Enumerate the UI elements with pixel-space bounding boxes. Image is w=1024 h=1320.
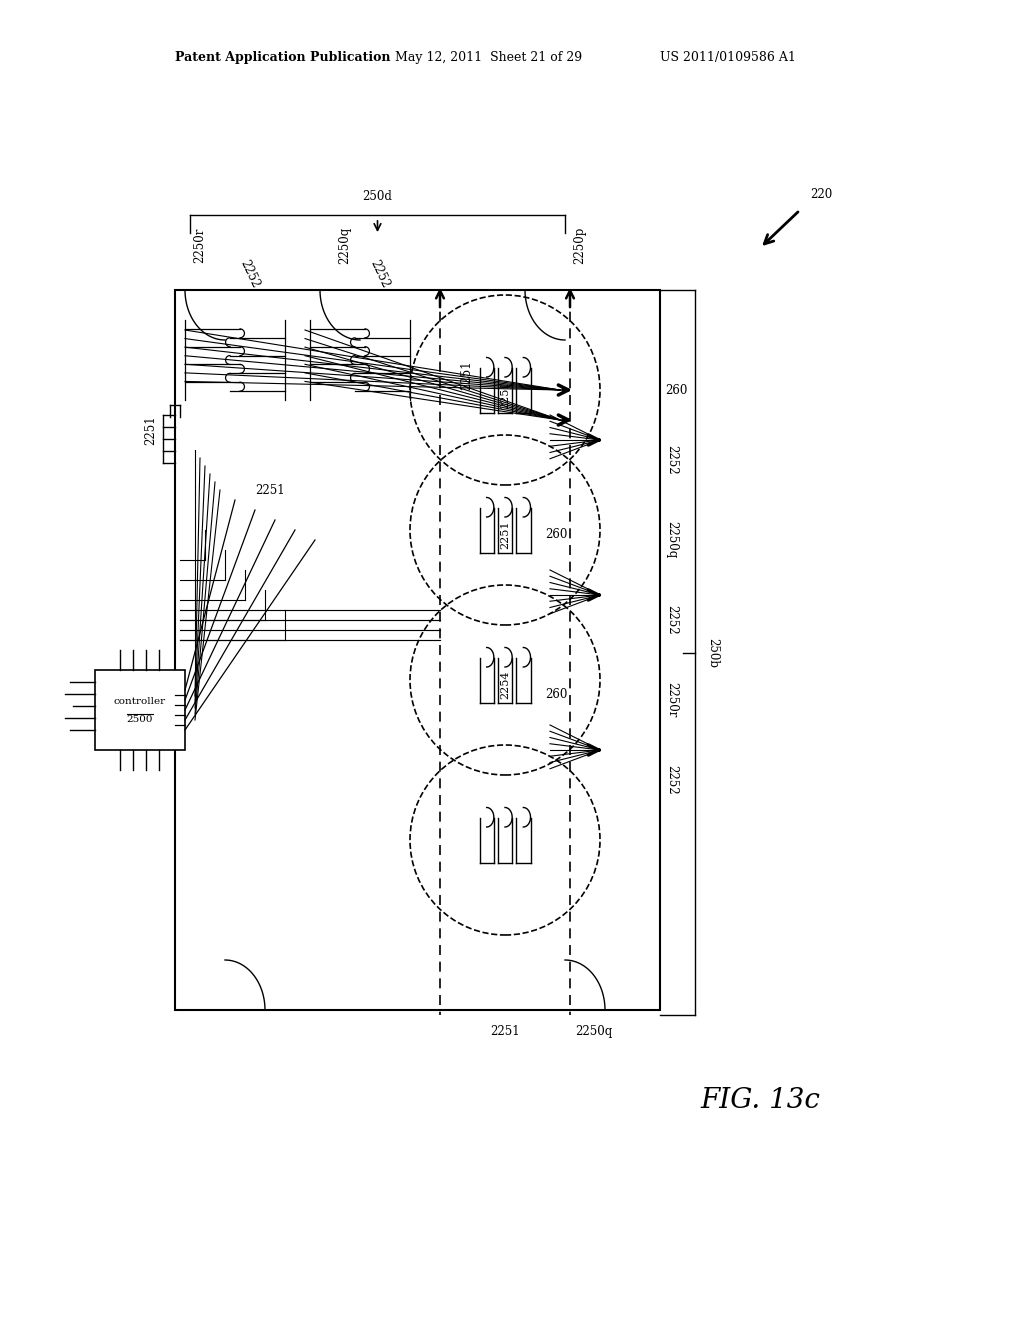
Text: 2250q: 2250q [665,521,678,558]
Text: 2254: 2254 [500,671,510,700]
Text: 2250r: 2250r [665,682,678,718]
Text: 2252: 2252 [238,257,262,290]
Text: 2252: 2252 [665,445,678,475]
Text: 2251: 2251 [500,380,510,409]
Text: 260: 260 [545,528,567,541]
Text: 2250p: 2250p [573,226,587,264]
Text: 2250q: 2250q [575,1026,612,1038]
Text: Patent Application Publication: Patent Application Publication [175,51,390,65]
Text: 2251: 2251 [460,360,473,389]
Text: 220: 220 [810,189,833,202]
Text: 260: 260 [545,689,567,701]
Text: 2250q: 2250q [339,226,351,264]
Text: 2500: 2500 [127,715,154,725]
Text: 2252: 2252 [665,605,678,635]
Text: 260: 260 [665,384,687,396]
Text: 2251: 2251 [255,483,285,496]
Text: 2252: 2252 [368,257,392,290]
Text: 2250r: 2250r [194,227,207,263]
Text: controller: controller [114,697,166,706]
Text: 2252: 2252 [665,766,678,795]
Text: 2251: 2251 [144,416,157,445]
Text: 2251: 2251 [500,521,510,549]
Text: 2251: 2251 [490,1026,520,1038]
Bar [95,671,185,750]
Text: US 2011/0109586 A1: US 2011/0109586 A1 [660,51,796,65]
Text: FIG. 13c: FIG. 13c [700,1086,820,1114]
Text: May 12, 2011  Sheet 21 of 29: May 12, 2011 Sheet 21 of 29 [395,51,582,65]
Text: 250b: 250b [707,638,720,668]
Bar [175,290,660,1010]
Text: 250d: 250d [362,190,392,202]
